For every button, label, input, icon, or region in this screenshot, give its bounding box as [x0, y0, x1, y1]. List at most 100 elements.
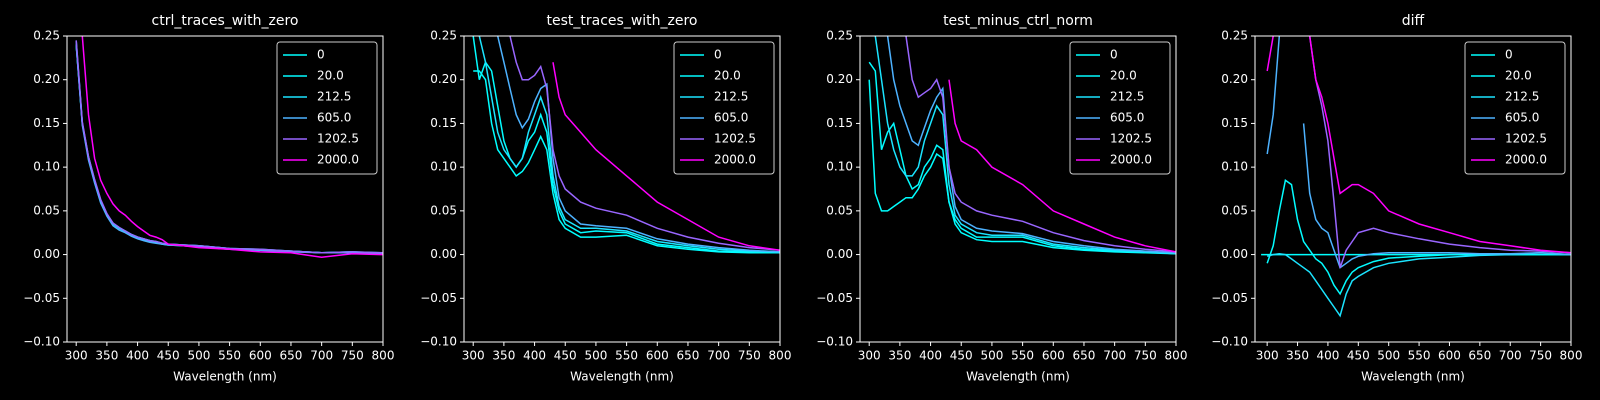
legend: 0 20.0 212.5 605.0 1202.5 2000.0	[673, 41, 775, 175]
y-tick-label: 0.15	[33, 116, 60, 130]
legend-label: 2000.0	[1505, 153, 1547, 167]
legend-label: 1202.5	[317, 132, 359, 146]
legend-label: 0	[1110, 48, 1118, 62]
x-tick-label: 400	[919, 349, 942, 363]
subplot-title: ctrl_traces_with_zero	[152, 13, 299, 29]
x-tick-label: 750	[341, 349, 364, 363]
legend-label: 605.0	[1110, 111, 1144, 125]
x-axis-label: Wavelength (nm)	[966, 370, 1070, 384]
x-axis-label: Wavelength (nm)	[1361, 370, 1465, 384]
axes-frame	[463, 35, 781, 343]
x-axis-label: Wavelength (nm)	[173, 370, 277, 384]
y-tick-label: 0.10	[1221, 160, 1248, 174]
series-line	[905, 36, 1176, 253]
y-tick-label: 0.25	[1221, 29, 1248, 43]
x-tick-label: 750	[738, 349, 761, 363]
legend-label: 20.0	[1110, 69, 1137, 83]
x-tick-label: 500	[187, 349, 210, 363]
subplot: ctrl_traces_with_zero −0.10 −0.05 0.00 0.05 0…	[23, 13, 394, 384]
x-tick-label: 550	[1408, 349, 1431, 363]
series-line	[509, 36, 780, 251]
x-tick-label: 700	[310, 349, 333, 363]
y-tick-label: 0.15	[826, 116, 853, 130]
subplot: test_traces_with_zero −0.10 −0.05 0.00 0.05 0…	[420, 13, 791, 384]
series-line	[868, 79, 1176, 255]
y-tick-label: −0.10	[816, 335, 853, 349]
y-tick-label: 0.15	[1221, 116, 1248, 130]
y-tick-label: 0.00	[430, 247, 457, 261]
y-tick-label: 0.05	[1221, 203, 1248, 217]
legend-label: 2000.0	[317, 153, 359, 167]
legend-label: 2000.0	[1110, 153, 1152, 167]
legend-box	[673, 41, 775, 175]
legend-label: 605.0	[714, 111, 748, 125]
subplot: diff −0.10 −0.05 0.00 0.05 0.10 0.15 0.20 0.25 30…	[1211, 13, 1582, 384]
series-line	[496, 36, 780, 253]
legend-label: 1202.5	[1505, 132, 1547, 146]
plot-area	[472, 36, 780, 254]
y-tick-label: 0.25	[430, 29, 457, 43]
x-tick-label: 500	[584, 349, 607, 363]
series-line	[874, 36, 1176, 255]
y-tick-label: 0.10	[33, 160, 60, 174]
x-tick-label: 550	[615, 349, 638, 363]
x-tick-label: 450	[950, 349, 973, 363]
legend: 0 20.0 212.5 605.0 1202.5 2000.0	[1069, 41, 1171, 175]
subplot-title: test_traces_with_zero	[547, 13, 698, 29]
x-tick-label: 450	[554, 349, 577, 363]
x-tick-label: 800	[1560, 349, 1583, 363]
plot-area	[868, 36, 1176, 255]
y-tick-label: −0.05	[816, 291, 853, 305]
y-tick-label: 0.20	[33, 72, 60, 86]
x-tick-label: 700	[1103, 349, 1126, 363]
x-tick-label: 400	[523, 349, 546, 363]
x-tick-label: 600	[1042, 349, 1065, 363]
y-tick-label: −0.10	[23, 335, 60, 349]
y-tick-label: 0.25	[33, 29, 60, 43]
series-line	[1266, 36, 1571, 254]
x-tick-label: 600	[646, 349, 669, 363]
series-line	[478, 36, 780, 253]
x-tick-label: 350	[95, 349, 118, 363]
legend-label: 1202.5	[714, 132, 756, 146]
x-tick-label: 300	[858, 349, 881, 363]
x-axis-label: Wavelength (nm)	[570, 370, 674, 384]
legend-label: 20.0	[317, 69, 344, 83]
legend-label: 0	[317, 48, 325, 62]
x-tick-label: 400	[1316, 349, 1339, 363]
y-tick-label: 0.20	[430, 72, 457, 86]
legend-box	[1464, 41, 1566, 175]
x-tick-label: 750	[1134, 349, 1157, 363]
series-line	[81, 36, 383, 258]
y-tick-label: 0.10	[826, 160, 853, 174]
x-tick-label: 400	[126, 349, 149, 363]
plot-area	[75, 36, 383, 258]
series-line	[473, 70, 780, 254]
series-line	[1266, 252, 1571, 318]
y-tick-label: 0.05	[826, 203, 853, 217]
axes-frame	[859, 35, 1177, 343]
y-tick-label: −0.05	[420, 291, 457, 305]
x-tick-label: 800	[372, 349, 395, 363]
x-tick-label: 350	[888, 349, 911, 363]
x-tick-label: 300	[462, 349, 485, 363]
y-tick-label: 0.00	[826, 247, 853, 261]
x-tick-label: 800	[1165, 349, 1188, 363]
y-tick-label: 0.20	[826, 72, 853, 86]
y-tick-label: 0.10	[430, 160, 457, 174]
subplot-title: test_minus_ctrl_norm	[943, 13, 1093, 29]
legend-label: 0	[714, 48, 722, 62]
x-tick-label: 350	[1286, 349, 1309, 363]
x-tick-label: 750	[1529, 349, 1552, 363]
y-tick-label: 0.25	[826, 29, 853, 43]
legend-label: 605.0	[317, 111, 351, 125]
x-tick-label: 450	[157, 349, 180, 363]
series-line	[1266, 36, 1571, 269]
legend-box	[276, 41, 378, 175]
x-tick-label: 600	[1438, 349, 1461, 363]
legend-label: 20.0	[714, 69, 741, 83]
x-tick-label: 600	[249, 349, 272, 363]
y-tick-label: 0.20	[1221, 72, 1248, 86]
plot-area	[1261, 36, 1571, 318]
